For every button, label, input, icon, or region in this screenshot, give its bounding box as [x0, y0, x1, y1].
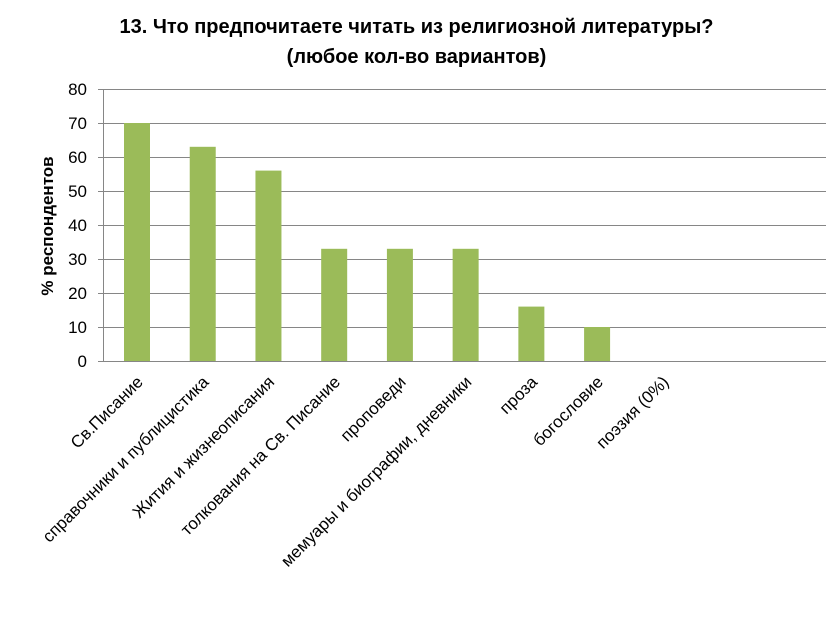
bar — [518, 306, 545, 361]
chart-title: 13. Что предпочитаете читать из религиоз… — [119, 16, 714, 38]
bar — [189, 146, 216, 361]
axes — [98, 89, 826, 362]
bar — [584, 327, 611, 361]
bar — [124, 123, 150, 361]
bar — [386, 248, 413, 361]
bars — [124, 123, 611, 361]
y-tick-label: 50 — [68, 182, 87, 201]
gridlines — [103, 89, 826, 328]
y-tick-labels: 0 10 20 30 40 50 60 70 80 — [68, 80, 87, 371]
y-tick-label: 20 — [68, 284, 87, 303]
y-tick-label: 40 — [68, 216, 87, 235]
y-tick-label: 10 — [68, 318, 87, 337]
y-axis-title: % респондентов — [38, 156, 57, 295]
bar — [452, 248, 479, 361]
y-tick-label: 30 — [68, 250, 87, 269]
y-tick-label: 0 — [78, 352, 87, 371]
bar — [255, 170, 282, 361]
y-tick-label: 80 — [68, 80, 87, 99]
bar — [321, 248, 348, 361]
chart-subtitle: (любое кол-во вариантов) — [286, 46, 547, 68]
x-category-label: проза — [496, 372, 542, 418]
chart-title-block: 13. Что предпочитаете читать из религиоз… — [0, 12, 833, 72]
y-tick-label: 60 — [68, 148, 87, 167]
y-tick-label: 70 — [68, 114, 87, 133]
